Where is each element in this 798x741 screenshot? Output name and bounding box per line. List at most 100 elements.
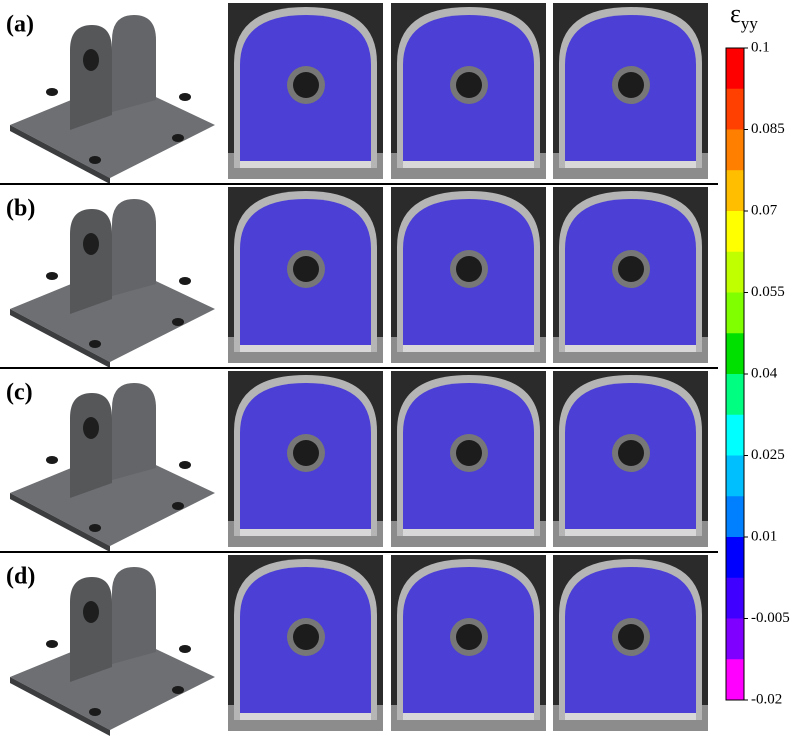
colorbar-tick-label: -0.02	[751, 691, 782, 707]
bracket-hole	[83, 601, 99, 623]
dic-image	[228, 3, 383, 179]
mount-hole	[46, 640, 58, 648]
colorbar-band	[726, 130, 744, 171]
bracket-lug	[112, 15, 156, 112]
mount-hole	[179, 93, 191, 101]
colorbar-band	[726, 48, 744, 89]
bracket-photo	[10, 15, 215, 184]
colorbar-tick-label: 0.1	[751, 39, 770, 55]
specimen-edge	[403, 529, 534, 536]
mount-hole	[179, 645, 191, 653]
panel-label: (a)	[6, 12, 34, 38]
colorbar-band	[726, 496, 744, 537]
specimen-edge	[565, 345, 696, 352]
specimen-edge	[240, 345, 371, 352]
bracket-hole	[83, 233, 99, 255]
colorbar-tick-label: 0.055	[751, 284, 785, 300]
bracket-photo	[10, 383, 215, 552]
dic-image	[228, 187, 383, 363]
bracket-lug	[112, 199, 156, 296]
bolt-head	[456, 72, 482, 98]
colorbar-band	[726, 619, 744, 660]
bolt-head	[456, 256, 482, 282]
specimen-edge	[565, 161, 696, 168]
colorbar-tick-label: 0.01	[751, 528, 777, 544]
bolt-head	[618, 72, 644, 98]
bracket-lug	[70, 577, 112, 682]
dic-image	[391, 371, 546, 547]
bracket-lug	[112, 567, 156, 664]
colorbar-band	[726, 374, 744, 415]
colorbar: 0.1 0.085 0.07 0.055 0.04 0.025 0.01 -0.005 -0.0…	[726, 39, 790, 707]
specimen-edge	[565, 713, 696, 720]
colorbar-tick-label: 0.025	[751, 447, 785, 463]
figure: (a)(b)(c)(d) 0.10.0850.070.0550.040.0250…	[0, 0, 798, 741]
bracket-photo	[10, 199, 215, 368]
specimen-edge	[240, 529, 371, 536]
colorbar-title: εyy	[730, 0, 758, 33]
colorbar-band	[726, 415, 744, 456]
bolt-head	[456, 624, 482, 650]
bolt-head	[293, 440, 319, 466]
panel-grid: (a) (b) (c) (d)	[0, 3, 718, 736]
specimen-edge	[565, 529, 696, 536]
colorbar-band	[726, 252, 744, 293]
colorbar-band	[726, 89, 744, 130]
colorbar-band	[726, 170, 744, 211]
colorbar-band	[726, 293, 744, 334]
colorbar-tick-label: 0.07	[751, 202, 778, 218]
colorbar-subscript: yy	[741, 14, 759, 33]
panel-label: (b)	[6, 196, 35, 222]
mount-hole	[46, 272, 58, 280]
mount-hole	[172, 686, 184, 694]
mount-hole	[89, 524, 101, 532]
bolt-head	[618, 256, 644, 282]
specimen-edge	[240, 161, 371, 168]
mount-hole	[89, 708, 101, 716]
mount-hole	[179, 277, 191, 285]
bolt-head	[293, 256, 319, 282]
colorbar-tick-label: 0.085	[751, 121, 785, 137]
colorbar-band	[726, 456, 744, 497]
colorbar-tick-label: 0.04	[751, 365, 778, 381]
bolt-head	[456, 440, 482, 466]
bracket-hole	[83, 49, 99, 71]
specimen-edge	[403, 161, 534, 168]
mount-hole	[172, 134, 184, 142]
colorbar-symbol: ε	[730, 0, 741, 28]
dic-image	[228, 371, 383, 547]
specimen-edge	[403, 713, 534, 720]
mount-hole	[172, 502, 184, 510]
bolt-head	[293, 72, 319, 98]
dic-image	[553, 187, 708, 363]
mount-hole	[46, 456, 58, 464]
bolt-head	[618, 624, 644, 650]
colorbar-band	[726, 333, 744, 374]
dic-image	[228, 555, 383, 731]
colorbar-band	[726, 537, 744, 578]
mount-hole	[89, 156, 101, 164]
colorbar-band	[726, 578, 744, 619]
bracket-lug	[70, 25, 112, 130]
dic-image	[553, 3, 708, 179]
mount-hole	[46, 88, 58, 96]
dic-image	[553, 555, 708, 731]
panel-label: (c)	[6, 380, 33, 406]
mount-hole	[172, 318, 184, 326]
mount-hole	[179, 461, 191, 469]
bracket-hole	[83, 417, 99, 439]
dic-image	[391, 187, 546, 363]
colorbar-tick-label: -0.005	[751, 610, 790, 626]
colorbar-band	[726, 211, 744, 252]
dic-image	[391, 3, 546, 179]
dic-image	[391, 555, 546, 731]
specimen-edge	[240, 713, 371, 720]
bolt-head	[293, 624, 319, 650]
bracket-photo	[10, 567, 215, 736]
bracket-lug	[70, 209, 112, 314]
bracket-lug	[112, 383, 156, 480]
mount-hole	[89, 340, 101, 348]
panel-label: (d)	[6, 564, 35, 590]
specimen-edge	[403, 345, 534, 352]
colorbar-band	[726, 659, 744, 700]
